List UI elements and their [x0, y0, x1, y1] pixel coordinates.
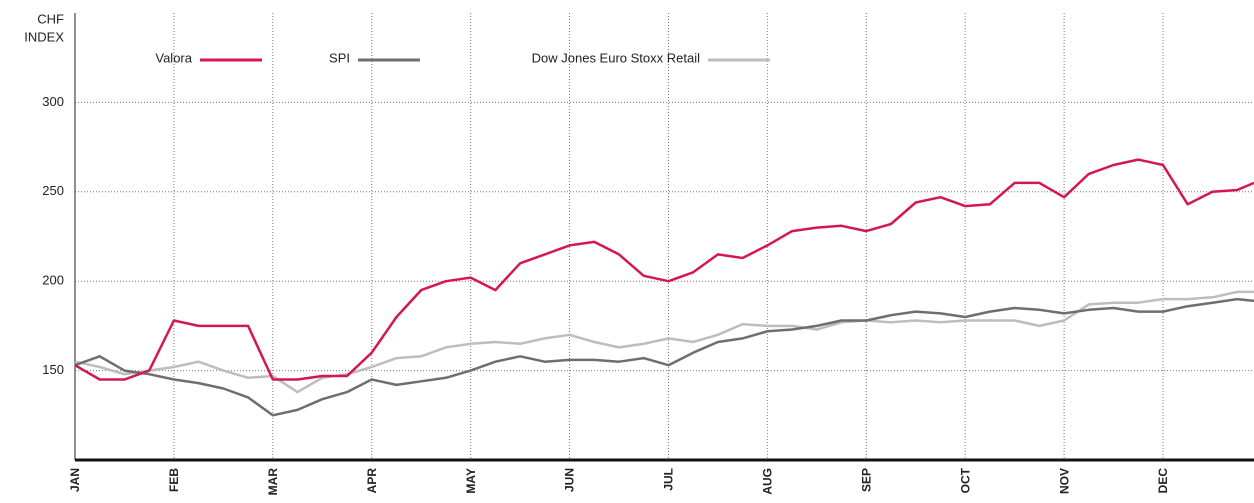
series-line — [74, 297, 1254, 417]
x-tick-label: JUN — [563, 468, 577, 492]
legend-label: Valora — [155, 50, 192, 65]
y-tick-label: 250 — [42, 183, 64, 198]
legend-label: Dow Jones Euro Stoxx Retail — [532, 50, 700, 65]
y-axis-label: CHF — [37, 11, 64, 26]
x-tick-label: NOV — [1057, 468, 1071, 494]
y-axis-label: INDEX — [24, 29, 64, 44]
x-tick-label: OCT — [958, 467, 972, 493]
x-tick-label: DEC — [1156, 468, 1170, 494]
y-tick-label: 150 — [42, 362, 64, 377]
x-tick-label: AUG — [761, 468, 775, 495]
series-line — [74, 290, 1254, 394]
x-tick-label: MAR — [266, 468, 280, 496]
x-tick-label: JAN — [68, 468, 82, 492]
x-tick-label: FEB — [167, 468, 181, 492]
x-tick-label: APR — [365, 468, 379, 494]
x-tick-label: SEP — [859, 468, 873, 492]
y-tick-label: 200 — [42, 273, 64, 288]
series-line — [74, 158, 1254, 381]
x-tick-label: JUL — [662, 468, 676, 491]
legend-label: SPI — [329, 50, 350, 65]
y-tick-label: 300 — [42, 94, 64, 109]
x-tick-label: MAY — [464, 468, 478, 494]
